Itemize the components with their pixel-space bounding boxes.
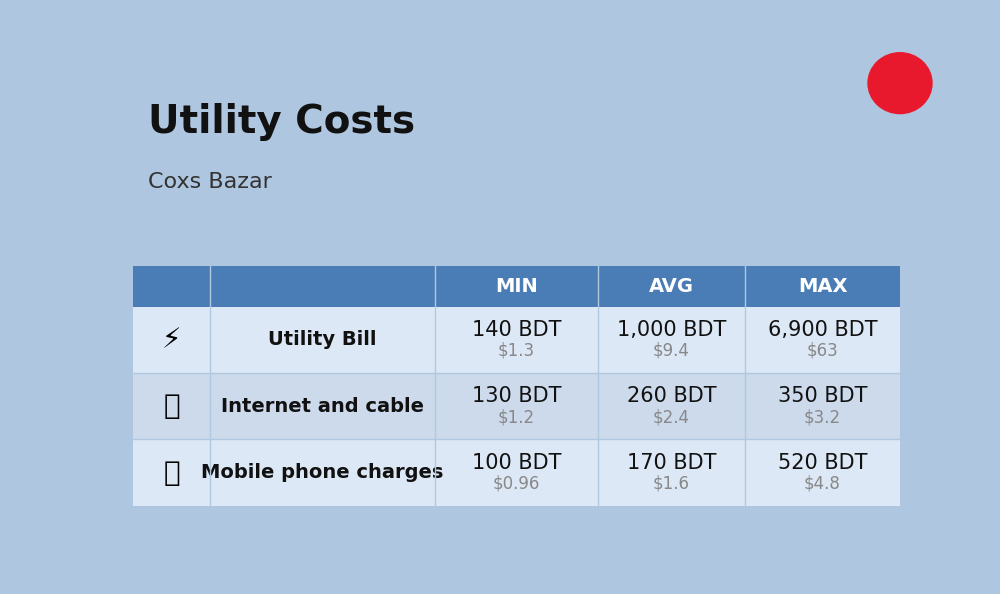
Text: $3.2: $3.2 — [804, 408, 841, 426]
Text: 350 BDT: 350 BDT — [778, 386, 867, 406]
Text: $1.2: $1.2 — [498, 408, 535, 426]
Text: Internet and cable: Internet and cable — [221, 397, 424, 416]
Text: $1.6: $1.6 — [653, 475, 690, 492]
Text: Mobile phone charges: Mobile phone charges — [201, 463, 444, 482]
Text: $2.4: $2.4 — [653, 408, 690, 426]
Text: 130 BDT: 130 BDT — [472, 386, 561, 406]
Text: $4.8: $4.8 — [804, 475, 841, 492]
Text: Utility Costs: Utility Costs — [148, 103, 415, 141]
Text: Utility Bill: Utility Bill — [268, 330, 377, 349]
Text: 140 BDT: 140 BDT — [472, 320, 561, 340]
Text: 170 BDT: 170 BDT — [627, 453, 716, 473]
Text: 100 BDT: 100 BDT — [472, 453, 561, 473]
FancyBboxPatch shape — [133, 307, 900, 373]
Text: Coxs Bazar: Coxs Bazar — [148, 172, 272, 192]
Text: $0.96: $0.96 — [493, 475, 540, 492]
Text: 📱: 📱 — [163, 459, 180, 486]
Text: 6,900 BDT: 6,900 BDT — [768, 320, 877, 340]
Circle shape — [868, 53, 932, 113]
Text: 1,000 BDT: 1,000 BDT — [617, 320, 726, 340]
Text: 260 BDT: 260 BDT — [627, 386, 716, 406]
Text: $63: $63 — [807, 342, 838, 360]
Text: $1.3: $1.3 — [498, 342, 535, 360]
Text: MIN: MIN — [495, 277, 538, 296]
Text: MAX: MAX — [798, 277, 847, 296]
FancyBboxPatch shape — [133, 373, 900, 440]
Text: ⚡: ⚡ — [162, 326, 181, 354]
FancyBboxPatch shape — [133, 266, 900, 307]
Text: AVG: AVG — [649, 277, 694, 296]
FancyBboxPatch shape — [133, 440, 900, 506]
Text: $9.4: $9.4 — [653, 342, 690, 360]
Text: 📡: 📡 — [163, 392, 180, 421]
Text: 520 BDT: 520 BDT — [778, 453, 867, 473]
